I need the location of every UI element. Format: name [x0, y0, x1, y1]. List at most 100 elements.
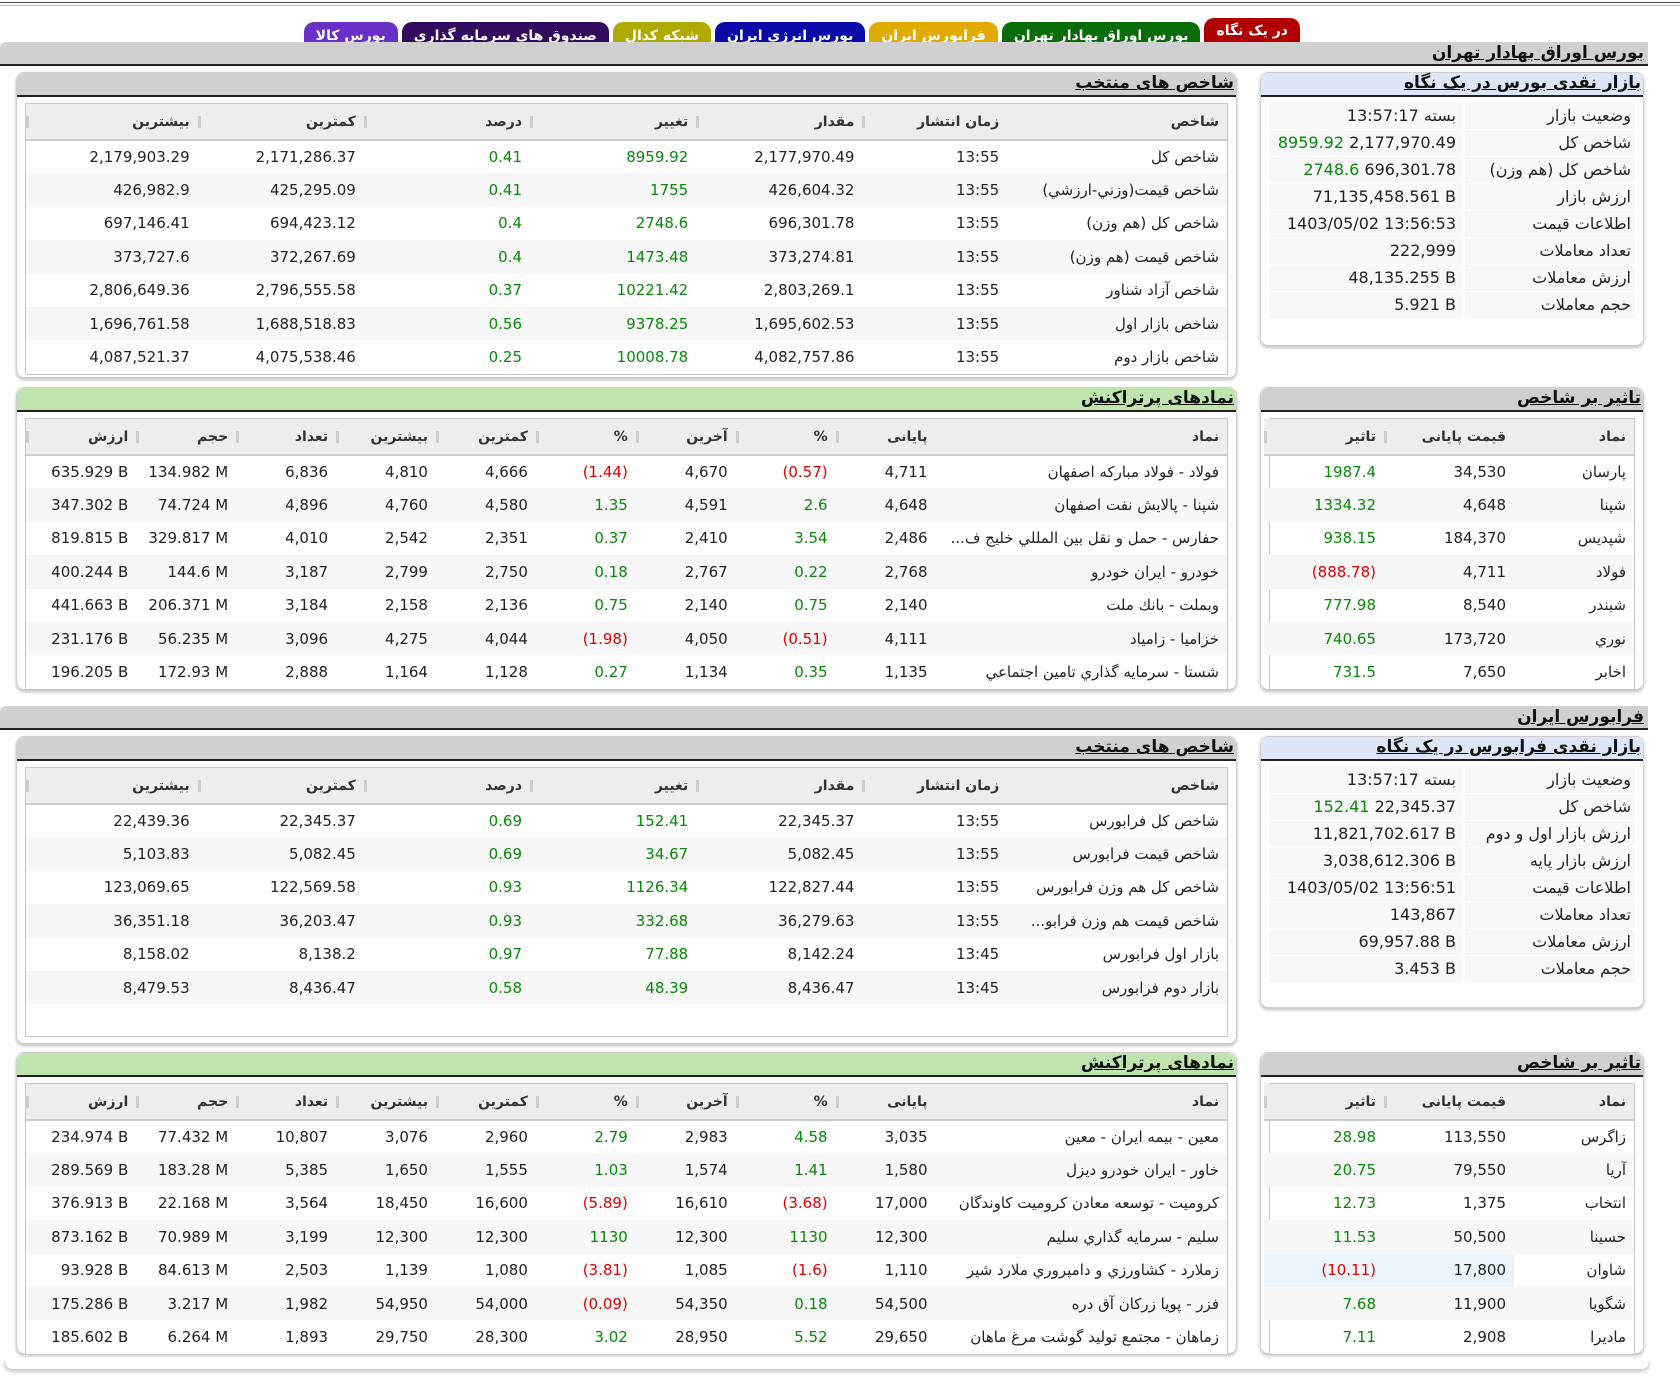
- table-row[interactable]: مادیرا 2,908 7.11: [1264, 1320, 1634, 1353]
- symbol-cell[interactable]: مادیرا: [1590, 1328, 1626, 1347]
- symbol-cell[interactable]: حسینا: [1514, 1220, 1634, 1254]
- column-header[interactable]: قیمت پایانی: [1384, 419, 1514, 456]
- column-resize-handle[interactable]: [535, 1096, 539, 1108]
- table-row[interactable]: شاخص کل 13:55 2,177,970.49 8959.92 0.41 2,171…: [26, 140, 1227, 173]
- column-header[interactable]: قیمت پایانی: [1384, 1084, 1514, 1121]
- column-header[interactable]: مقدار: [696, 104, 863, 141]
- table-row[interactable]: فولاد 4,711 (888.78): [1264, 555, 1634, 589]
- table-row[interactable]: شاخص قیمت(وزني-ارزشي) 13:55 426,604.32 1755…: [26, 173, 1227, 207]
- column-resize-handle[interactable]: [696, 780, 700, 792]
- table-row[interactable]: فزر - پویا زرکان آق دره 54,500 0.18 54,350(…: [26, 1286, 1227, 1321]
- column-header[interactable]: نماد: [1514, 419, 1634, 456]
- table-row[interactable]: فولاد - فولاد مبارکه اصفهان 4,711 (0.57) 4,…: [26, 455, 1227, 488]
- symbol-cell[interactable]: شاخص بازار اول: [1007, 306, 1227, 341]
- column-header[interactable]: کمترین: [435, 419, 536, 456]
- symbol-cell[interactable]: حفارس - حمل و نقل بین المللي خلیج ف...: [950, 529, 1219, 548]
- symbol-cell[interactable]: شاخص قیمت هم وزن فرابو...: [1007, 904, 1227, 938]
- column-resize-handle[interactable]: [530, 780, 534, 792]
- table-row[interactable]: شپنا 4,648 1334.32: [1264, 488, 1634, 522]
- table-row[interactable]: بازار دوم فرابورس 13:45 8,436.47 48.39 0.58 8…: [26, 970, 1227, 1005]
- column-header[interactable]: حجم: [136, 419, 237, 456]
- symbol-cell[interactable]: وبملت - بانك ملت: [1106, 596, 1219, 615]
- column-resize-handle[interactable]: [336, 1096, 340, 1108]
- symbol-cell[interactable]: شاخص قیمت (هم وزن): [1007, 240, 1227, 274]
- table-row[interactable]: شپنا - پالایش نفت اصفهان 4,648 2.6 4,591 1.3…: [26, 488, 1227, 522]
- table-row[interactable]: زاگرس 113,550 28.98: [1264, 1120, 1634, 1153]
- table-row[interactable]: شاخص آزاد شناور 13:55 2,803,269.1 10221.42 0…: [26, 274, 1227, 307]
- symbol-cell[interactable]: شاخص بازار دوم: [1114, 348, 1219, 367]
- column-resize-handle[interactable]: [1384, 431, 1387, 443]
- table-row[interactable]: شاخص بازار دوم 13:55 4,082,757.86 10008.78 0…: [26, 340, 1227, 373]
- table-row[interactable]: زملارد - کشاورزي و دامپروري ملارد شیر 1,1…: [26, 1254, 1227, 1287]
- table-row[interactable]: کرومیت - توسعه معادن کرومیت کاوندگان 17,0…: [26, 1187, 1227, 1220]
- symbol-cell[interactable]: کرومیت - توسعه معادن کرومیت کاوندگان: [958, 1194, 1219, 1213]
- symbol-cell[interactable]: فولاد: [1514, 555, 1634, 589]
- column-header[interactable]: پایانی: [835, 419, 936, 456]
- column-resize-handle[interactable]: [862, 116, 866, 128]
- column-header[interactable]: زمان انتشار: [862, 768, 1008, 805]
- column-resize-handle[interactable]: [1264, 431, 1267, 443]
- column-header[interactable]: ارزش: [26, 419, 137, 456]
- column-header[interactable]: بیشترین: [336, 419, 436, 456]
- table-row[interactable]: شاوان 17,800 (10.11): [1264, 1253, 1634, 1287]
- table-row[interactable]: نوري 173,720 740.65: [1264, 621, 1634, 656]
- table-row[interactable]: اخابر 7,650 731.5: [1264, 655, 1634, 688]
- column-header[interactable]: کمترین: [197, 768, 364, 805]
- symbol-cell[interactable]: شاخص قیمت(وزني-ارزشي): [1007, 173, 1227, 207]
- column-resize-handle[interactable]: [26, 431, 29, 443]
- column-header[interactable]: مقدار: [696, 768, 863, 805]
- table-row[interactable]: بازار اول فرابورس 13:45 8,142.24 77.88 0.97 8…: [26, 938, 1227, 971]
- column-header[interactable]: %: [735, 419, 836, 456]
- table-row[interactable]: پارسان 34,530 1987.4: [1264, 455, 1634, 488]
- column-header[interactable]: کمترین: [197, 104, 364, 141]
- column-resize-handle[interactable]: [136, 431, 140, 443]
- symbol-cell[interactable]: شپدیس: [1577, 529, 1626, 548]
- table-row[interactable]: شاخص قیمت فرابورس 13:55 5,082.45 34.67 0.69 5…: [26, 837, 1227, 871]
- column-header[interactable]: حجم: [136, 1084, 237, 1121]
- symbol-cell[interactable]: شاوان: [1586, 1261, 1626, 1280]
- column-header[interactable]: شاخص: [1007, 104, 1227, 141]
- column-resize-handle[interactable]: [835, 1096, 839, 1108]
- column-resize-handle[interactable]: [236, 1096, 240, 1108]
- column-resize-handle[interactable]: [336, 431, 340, 443]
- symbol-cell[interactable]: فولاد - فولاد مبارکه اصفهان: [1047, 463, 1219, 482]
- symbol-cell[interactable]: شگویا: [1514, 1286, 1634, 1321]
- column-header[interactable]: آخرین: [635, 419, 736, 456]
- column-header[interactable]: کمترین: [435, 1084, 536, 1121]
- table-row[interactable]: خودرو - ایران خودرو 2,768 0.22 2,767 0.18 2,7…: [26, 555, 1227, 589]
- column-resize-handle[interactable]: [1264, 1096, 1267, 1108]
- symbol-cell[interactable]: بازار اول فرابورس: [1102, 945, 1219, 964]
- table-row[interactable]: شاخص قیمت (هم وزن) 13:55 373,274.81 1473.48…: [26, 240, 1227, 274]
- table-row[interactable]: شپدیس 184,370 938.15: [1264, 522, 1634, 555]
- table-row[interactable]: شاخص بازار اول 13:55 1,695,602.53 9378.25 0.…: [26, 306, 1227, 341]
- column-resize-handle[interactable]: [363, 780, 367, 792]
- column-resize-handle[interactable]: [835, 431, 839, 443]
- column-header[interactable]: پایانی: [835, 1084, 936, 1121]
- symbol-cell[interactable]: خزامیا - زامیاد: [935, 621, 1227, 656]
- column-header[interactable]: بیشترین: [26, 768, 198, 805]
- symbol-cell[interactable]: انتخاب: [1584, 1194, 1626, 1213]
- symbol-cell[interactable]: شستا - سرمایه گذاري تامین اجتماعي: [985, 663, 1219, 682]
- symbol-cell[interactable]: شبندر: [1589, 596, 1626, 615]
- table-row[interactable]: شگویا 11,900 7.68: [1264, 1286, 1634, 1321]
- table-row[interactable]: معین - بیمه ایران - معین 3,035 4.58 2,983 2.…: [26, 1120, 1227, 1153]
- table-row[interactable]: سلیم - سرمایه گذاري سلیم 12,300 1130 12,300…: [26, 1220, 1227, 1254]
- symbol-cell[interactable]: شاخص آزاد شناور: [1106, 281, 1219, 300]
- table-row[interactable]: شبندر 8,540 777.98: [1264, 589, 1634, 622]
- symbol-cell[interactable]: شاخص قیمت فرابورس: [1007, 837, 1227, 871]
- symbol-cell[interactable]: پارسان: [1581, 463, 1626, 482]
- column-resize-handle[interactable]: [435, 1096, 439, 1108]
- table-row[interactable]: شاخص قیمت هم وزن فرابو... 13:55 36,279.63 3…: [26, 904, 1227, 938]
- table-row[interactable]: حفارس - حمل و نقل بین المللي خلیج ف... 2,…: [26, 522, 1227, 555]
- column-header[interactable]: %: [535, 419, 636, 456]
- column-resize-handle[interactable]: [136, 1096, 140, 1108]
- symbol-cell[interactable]: خاور - ایران خودرو دیزل: [935, 1153, 1227, 1187]
- column-header[interactable]: بیشترین: [336, 1084, 436, 1121]
- column-header[interactable]: ارزش: [26, 1084, 137, 1121]
- symbol-cell[interactable]: آریا: [1514, 1153, 1634, 1187]
- column-header[interactable]: تغییر: [530, 104, 697, 141]
- column-resize-handle[interactable]: [635, 1096, 639, 1108]
- column-resize-handle[interactable]: [197, 116, 201, 128]
- symbol-cell[interactable]: نوري: [1514, 621, 1634, 656]
- column-resize-handle[interactable]: [26, 116, 29, 128]
